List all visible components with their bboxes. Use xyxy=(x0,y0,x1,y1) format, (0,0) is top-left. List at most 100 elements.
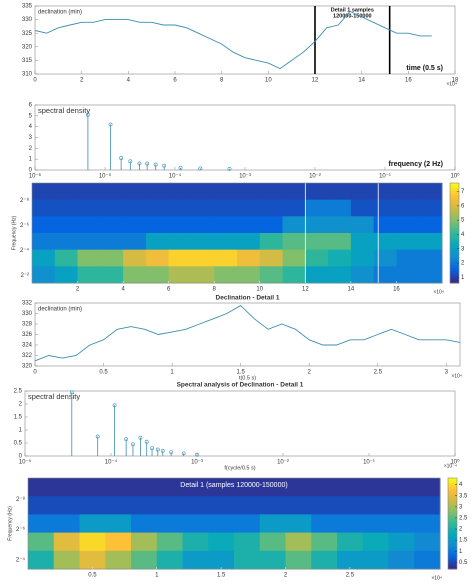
heat-cell xyxy=(234,478,261,497)
x-tick-label: 14 xyxy=(348,287,355,293)
colorbar-step xyxy=(448,521,457,524)
x-exponent: ×10⁴ xyxy=(433,289,444,295)
heat-cell xyxy=(388,550,415,570)
frame xyxy=(24,390,456,457)
colorbar-step xyxy=(450,203,459,206)
heat-cell xyxy=(54,199,79,217)
heat-cell xyxy=(414,514,441,534)
heat-cell xyxy=(131,496,158,515)
stem-head xyxy=(198,166,203,171)
heat-cell xyxy=(388,532,415,552)
stem-head xyxy=(95,434,100,439)
heat-cell xyxy=(305,249,329,267)
stem-head xyxy=(227,167,232,171)
x-tick-label: 8 xyxy=(213,287,217,293)
y-tick-label: 2⁻² xyxy=(20,273,29,279)
x-tick-label: 14 xyxy=(358,78,365,84)
stem-head xyxy=(112,403,117,408)
heat-cell xyxy=(337,514,364,534)
heat-cell xyxy=(388,478,415,497)
colorbar-step xyxy=(448,546,457,550)
colorbar-step xyxy=(448,550,457,554)
heat-cell xyxy=(123,183,147,201)
x-tick-label: 10⁻² xyxy=(277,460,289,466)
colorbar-step xyxy=(450,240,459,244)
colorbar-step xyxy=(450,275,459,279)
y-tick-label: 3 xyxy=(29,135,33,141)
colorbar-step xyxy=(450,258,459,261)
heat-cell xyxy=(311,514,338,534)
heat-cell xyxy=(396,183,420,201)
heat-cell xyxy=(79,550,106,570)
heat-cell xyxy=(168,266,192,284)
heat-cell xyxy=(237,249,261,267)
y-tick-label: 2 xyxy=(29,146,33,152)
x-tick-label: 1.5 xyxy=(217,573,226,579)
heat-cell xyxy=(100,216,124,234)
heat-cell xyxy=(79,532,106,552)
stem-head xyxy=(169,450,174,455)
heat-cell xyxy=(105,532,132,552)
heat-cell xyxy=(131,532,158,552)
colorbar-label: 3 xyxy=(461,246,465,252)
heat-cell xyxy=(373,233,397,251)
heat-cell xyxy=(419,233,443,251)
colorbar-step xyxy=(450,215,459,219)
heat-cell xyxy=(414,478,441,497)
colorbar-label: 3.5 xyxy=(459,493,468,499)
heat-cell xyxy=(131,478,158,497)
heat-cell xyxy=(156,532,183,552)
heat-cell xyxy=(259,496,286,515)
heat-cell xyxy=(282,183,306,201)
colorbar-label: 5 xyxy=(461,218,465,224)
colorbar-step xyxy=(450,213,459,216)
colorbar-step xyxy=(448,516,457,520)
heat-cell xyxy=(362,496,389,515)
heat-cell xyxy=(396,216,420,234)
y-axis-label: spectral density xyxy=(38,106,90,115)
heat-cell xyxy=(337,496,364,515)
colorbar-step xyxy=(448,564,457,568)
colorbar-step xyxy=(448,528,457,531)
heat-cell xyxy=(237,199,261,217)
x-tick-label: 8 xyxy=(220,78,224,84)
heat-cell xyxy=(77,266,101,284)
colorbar-step xyxy=(448,562,457,565)
colorbar-step xyxy=(448,566,457,570)
x-tick-label: 1.5 xyxy=(236,370,245,376)
stem-head xyxy=(153,162,158,167)
heat-cell xyxy=(208,550,235,570)
colorbar-step xyxy=(448,478,457,481)
heat-cell xyxy=(182,550,209,570)
heat-cell xyxy=(214,266,238,284)
heat-cell xyxy=(373,216,397,234)
colorbar-step xyxy=(448,530,457,534)
heat-cell xyxy=(396,199,420,217)
x-tick-label: 1 xyxy=(170,370,174,376)
y-tick-label: 1.5 xyxy=(14,415,23,421)
heat-cell xyxy=(182,478,209,497)
heat-cell xyxy=(350,183,375,201)
colorbar-step xyxy=(448,487,457,490)
heat-cell xyxy=(282,199,306,217)
x-tick-label: 6 xyxy=(173,78,177,84)
heat-cell xyxy=(145,266,170,284)
heat-cell xyxy=(28,514,55,534)
colorbar-step xyxy=(450,230,459,234)
heat-cell xyxy=(396,249,420,267)
heat-cell xyxy=(145,216,170,234)
heat-cell xyxy=(100,183,124,201)
heat-cell xyxy=(350,266,375,284)
colorbar-step xyxy=(450,220,459,224)
y-axis-label: Frequency (Hz) xyxy=(11,215,17,250)
heat-cell xyxy=(191,233,215,251)
colorbar-step xyxy=(450,195,459,199)
y-axis-label: Frequency (Hz) xyxy=(7,506,13,541)
stem-head xyxy=(162,163,167,168)
x-tick-label: 4 xyxy=(127,78,131,84)
heat-cell xyxy=(328,233,352,251)
heat-cell xyxy=(54,233,79,251)
heat-cell xyxy=(259,183,284,201)
heat-cell xyxy=(328,249,352,267)
heat-cell xyxy=(145,233,170,251)
